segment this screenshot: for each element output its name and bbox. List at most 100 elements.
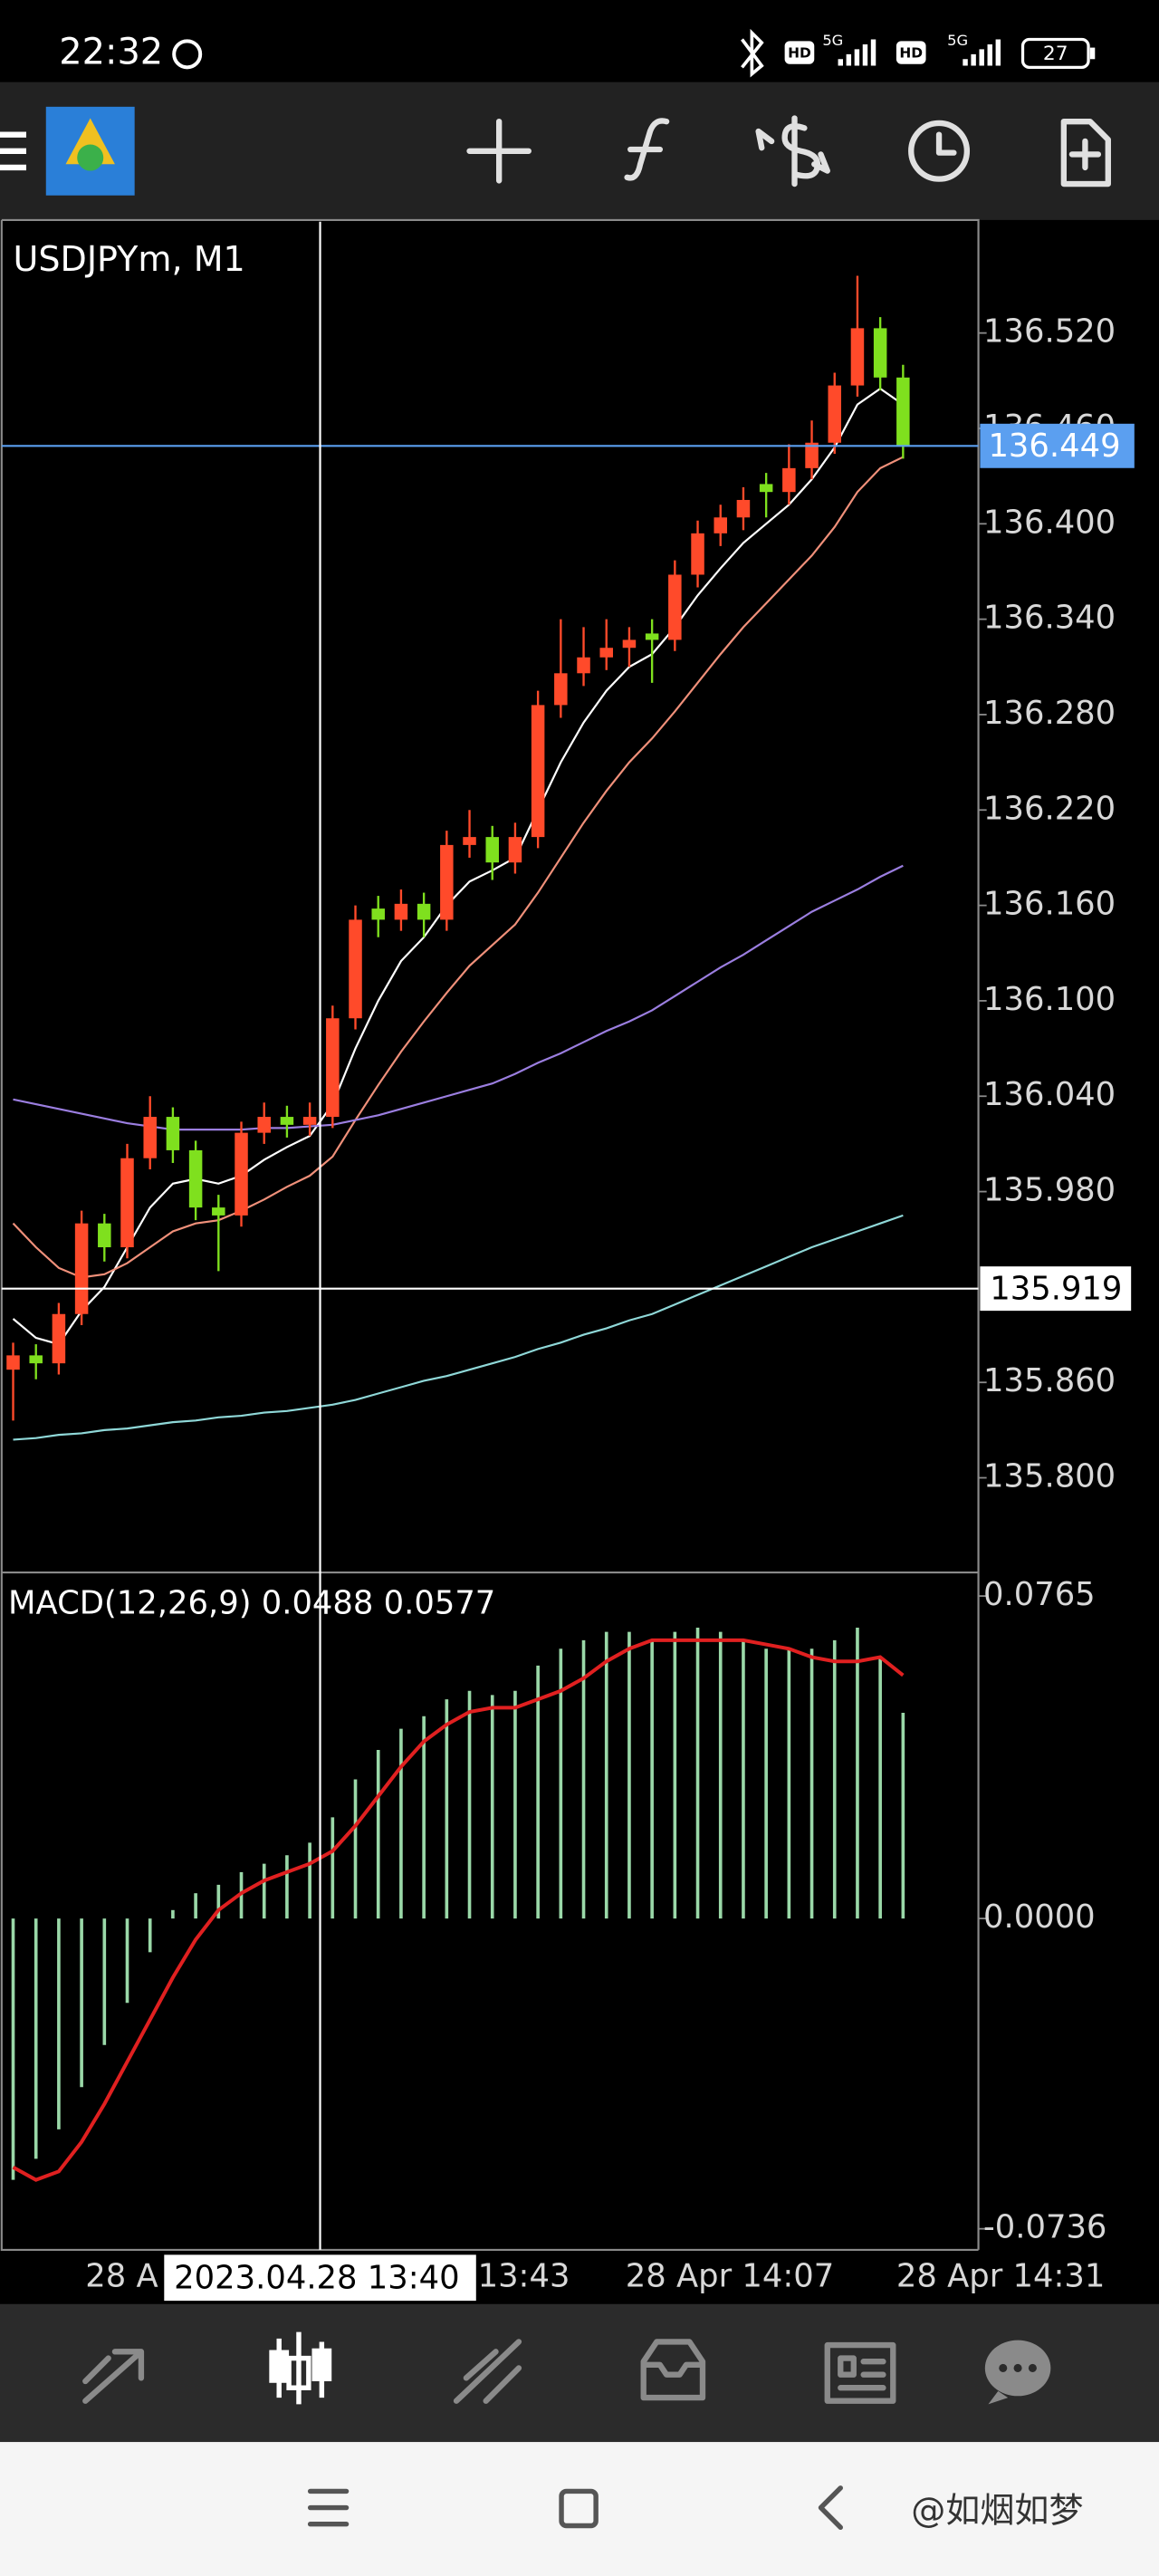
hd-label: HD [788,44,811,61]
candle-body [714,517,727,533]
tab-bar [0,2303,1159,2443]
y-tick-label: 135.980 [983,1172,1116,1209]
candle-body [485,837,499,863]
y-tick-label: 136.400 [983,504,1116,541]
trade-tab[interactable] [453,2339,522,2404]
panel-border [0,218,980,2252]
candle-body [188,1149,203,1208]
candle-body [599,648,613,658]
battery-tip [1089,47,1096,60]
alarm-icon [172,39,203,70]
chart-area [0,219,1159,2304]
clock-hands [935,131,957,156]
bluetooth-icon [741,28,764,78]
candle-body [828,385,841,443]
signal-icon [838,39,876,66]
chat-tail [988,2390,1009,2405]
hd-badge [784,41,815,64]
nav-back[interactable] [818,2485,843,2531]
candle-body [896,377,910,447]
candle-body [29,1355,43,1364]
chart-tab-body [311,2348,332,2381]
y-tick-label: 136.160 [983,886,1116,923]
app-logo-dot [77,144,104,171]
battery-icon [1020,37,1090,69]
candle-body [212,1207,225,1216]
y-tick-label: 136.340 [983,600,1116,637]
quotes-tab[interactable] [82,2349,145,2404]
candle-body [645,633,659,640]
candle-body [326,1018,340,1118]
candle-body [463,837,476,845]
nav-menu[interactable] [307,2488,350,2527]
candle-body [52,1313,66,1364]
status-bar [0,0,1159,82]
crosshair-time-label: 2023.04.28 13:40 [174,2260,459,2297]
nav-bar [0,2442,1159,2576]
trade-tool[interactable] [755,115,830,187]
crosshair-price-label: 135.919 [990,1270,1122,1307]
new-order-tool[interactable] [1060,118,1111,187]
candle-body [850,328,865,386]
candle-body [759,484,773,493]
candle-body [120,1158,134,1248]
candle-body [371,908,385,920]
x-tick-label: 13:43 [478,2258,570,2295]
candle-body [394,903,408,920]
history-tool[interactable] [908,120,971,182]
y-tick-label: 0.0765 [983,1576,1096,1613]
y-tick-label: 136.280 [983,695,1116,732]
crosshair-time-box [164,2254,476,2302]
candle-body [143,1117,157,1158]
candle-body [577,657,590,674]
candle-body [280,1117,294,1125]
chat-dot [999,2363,1008,2372]
moving-average [12,387,904,1346]
candle-body [6,1355,20,1370]
candle-body [736,499,751,518]
chart-tab-body [269,2350,290,2383]
y-tick-label: 136.040 [983,1076,1116,1113]
toolbar [0,82,1159,220]
crosshair-price-box [980,1266,1132,1312]
moving-average [13,864,904,1131]
candle-body [440,844,454,920]
hd-badge [896,41,926,64]
candle-body [531,705,545,838]
signal-line [12,1638,905,2182]
candle-body [302,1117,317,1125]
watermark: @如烟如梦 [911,2491,1083,2531]
candle-body [417,903,431,920]
x-tick-label: 28 Apr 14:31 [896,2258,1105,2295]
history-tab[interactable] [640,2339,706,2401]
candle-body [873,328,887,378]
candle-body [554,673,568,706]
signal-icon [963,39,1001,66]
candle-body [668,574,682,640]
y-tick-label: 0.0000 [983,1898,1096,1936]
y-tick-label: 135.860 [983,1362,1116,1399]
price-plot [6,275,910,1441]
battery-level: 27 [1043,43,1068,65]
nav-home[interactable] [559,2488,599,2529]
macd-plot [11,1627,905,2182]
y-tick-label: 136.520 [983,313,1116,351]
x-tick-label: 28 Apr 14:07 [626,2258,834,2295]
candle-body [508,837,522,863]
indicators-tool[interactable] [624,118,670,181]
current-price-box [980,423,1135,468]
axes: 136.520136.460136.400136.340136.280136.2… [1,221,1135,2302]
crosshair-tool[interactable] [466,118,532,184]
macd-title: MACD(12,26,9) 0.0488 0.0577 [8,1584,495,1621]
candle-body [235,1132,248,1216]
hd-label: HD [899,44,923,61]
moving-average [13,1214,904,1441]
candle-body [98,1223,111,1248]
moving-average [12,456,904,1279]
news-tab[interactable] [824,2341,896,2404]
y-tick-label: -0.0736 [983,2209,1106,2246]
menu-button[interactable] [0,131,27,171]
net-label: 5G [947,32,968,49]
